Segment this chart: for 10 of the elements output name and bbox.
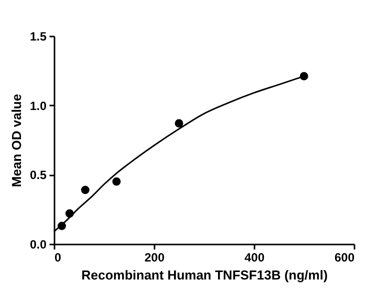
x-tick-label: 0 [54, 250, 62, 264]
x-axis-title: Recombinant Human TNFSF13B (ng/ml) [81, 268, 328, 282]
x-tick-label: 400 [244, 250, 265, 264]
y-tick-label: 1.0 [30, 98, 47, 113]
x-tick-label: 200 [144, 250, 165, 264]
x-tick-label: 600 [334, 250, 355, 264]
y-axis-title: Mean OD value [8, 94, 24, 188]
y-tick-label: 0.0 [30, 238, 47, 252]
y-tick-label: 1.5 [30, 30, 47, 44]
y-tick-label: 0.5 [30, 168, 47, 182]
